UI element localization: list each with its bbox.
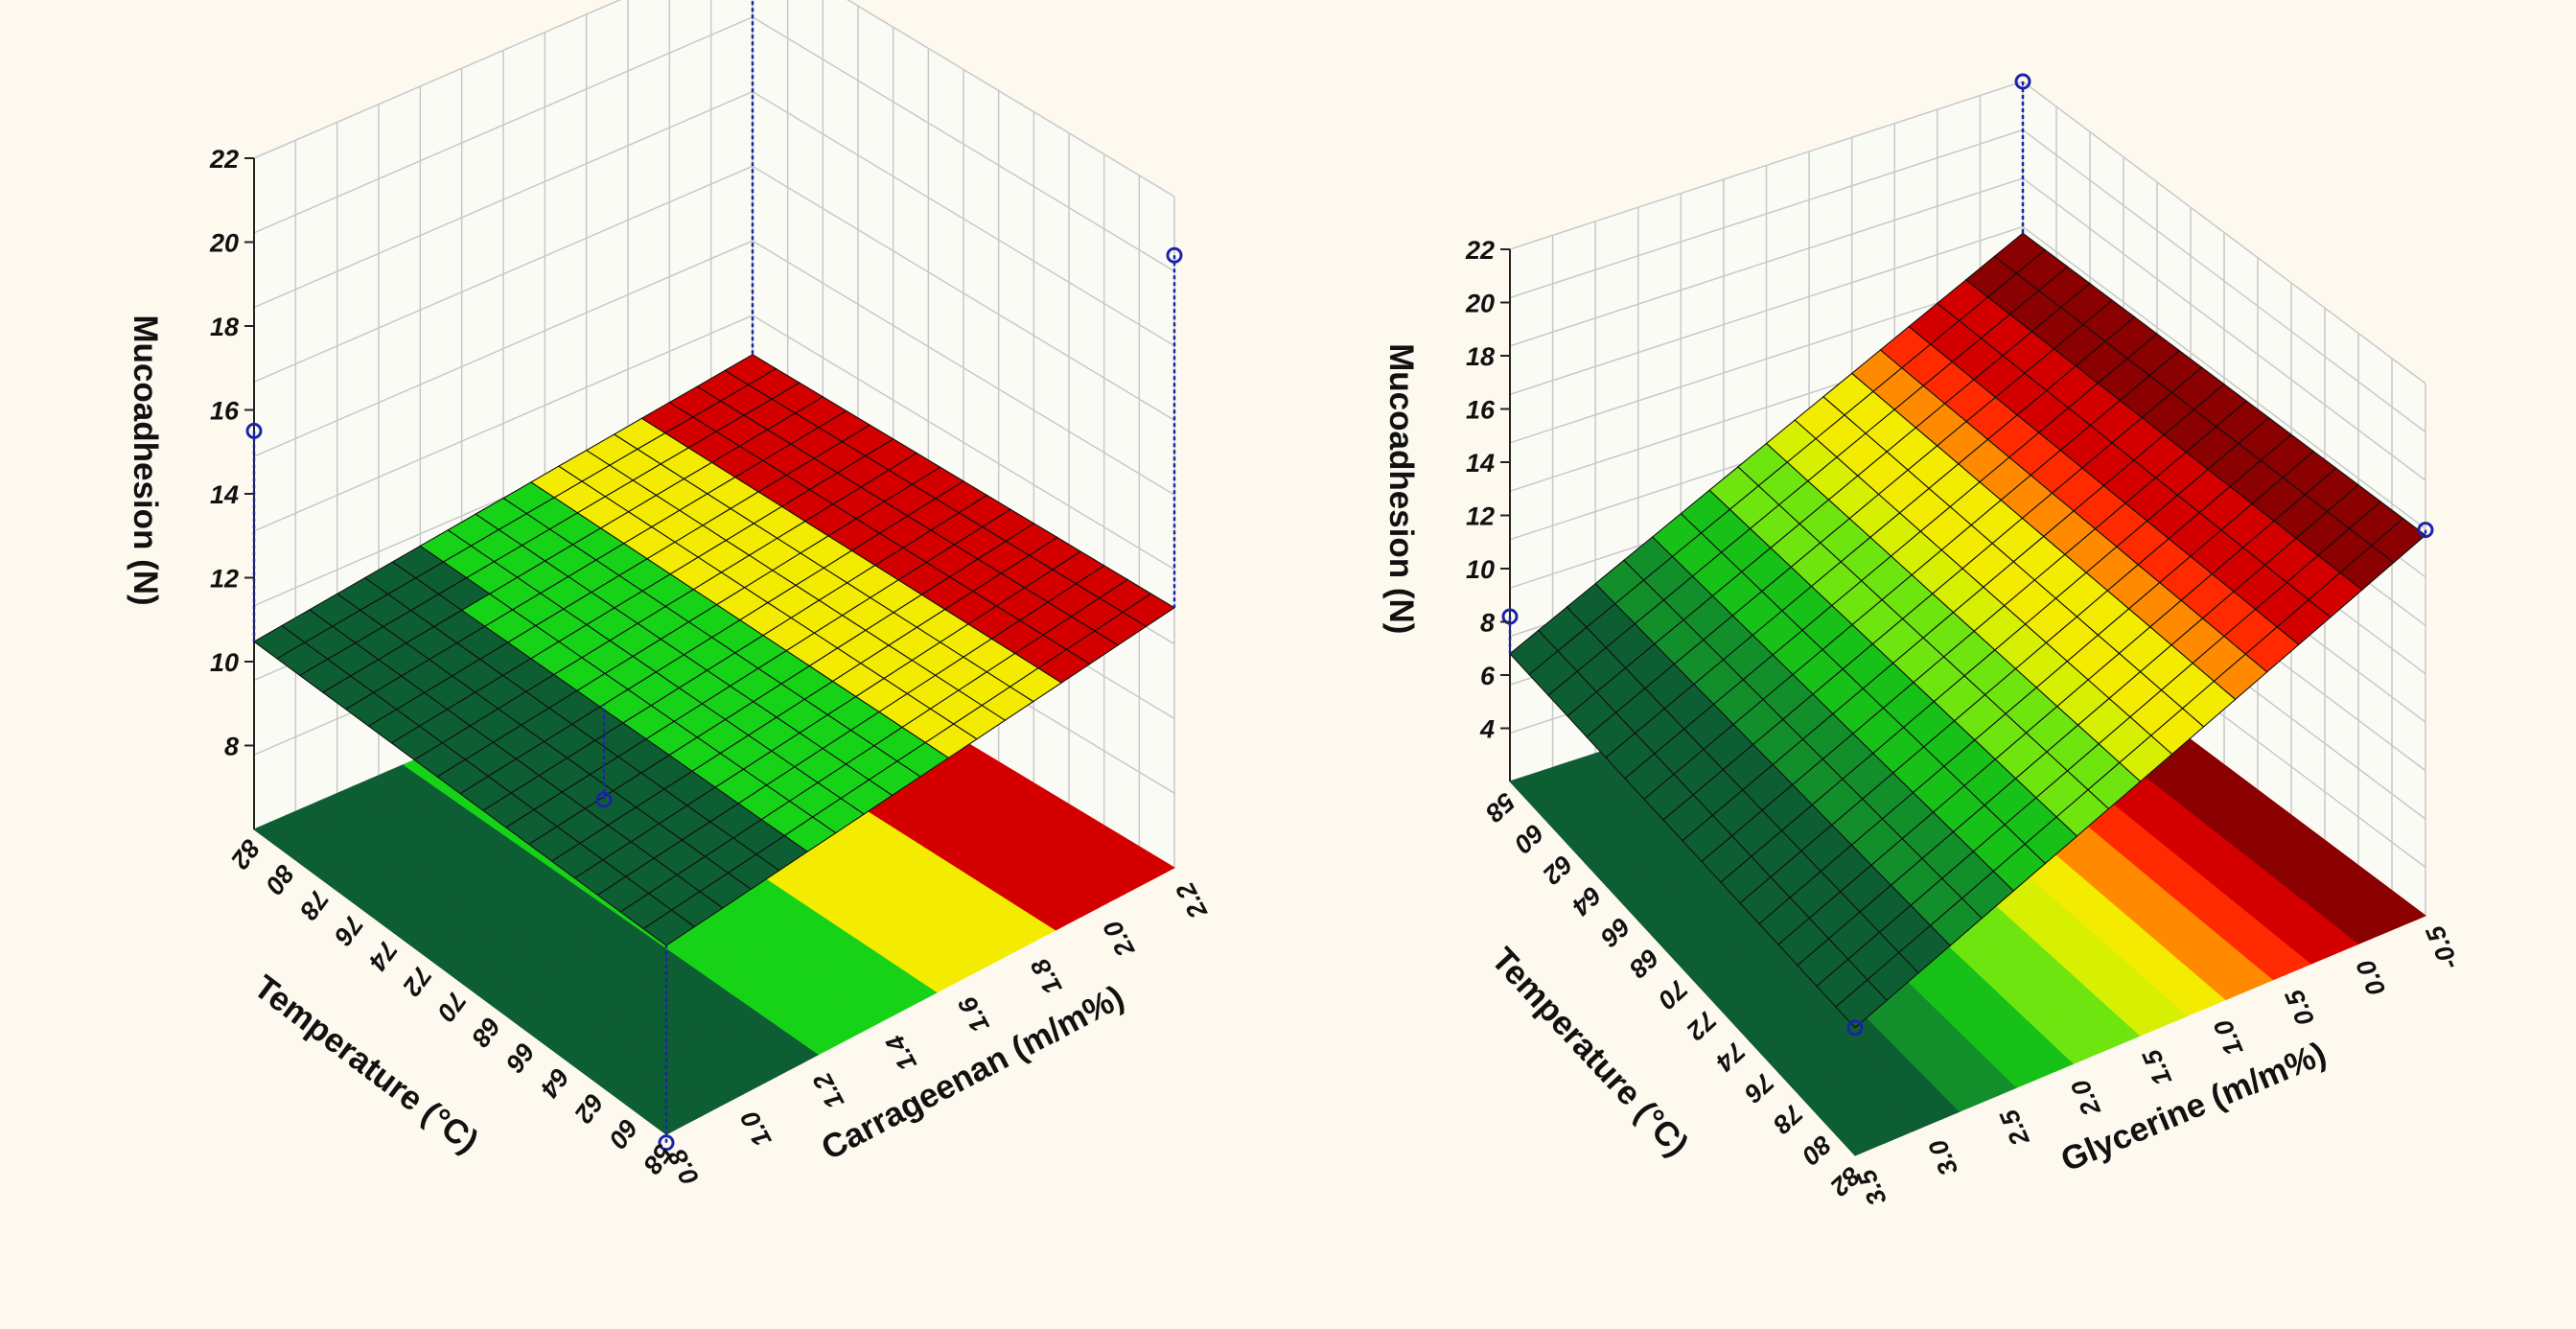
observed-point: [2417, 522, 2434, 539]
observed-points: [1501, 73, 2434, 1037]
observed-point: [658, 1134, 675, 1152]
observed-point: [1846, 1019, 1864, 1037]
z-tick-label: 6: [1480, 662, 1496, 690]
z-tick-label: 8: [1480, 609, 1495, 638]
z-tick-label: 18: [210, 313, 239, 341]
z-axis-title: Mucoadhesion (N): [1382, 343, 1420, 634]
z-tick-label: 14: [210, 480, 239, 509]
z-tick-label: 20: [209, 229, 239, 258]
z-tick-label: 10: [210, 648, 239, 677]
observed-point: [1166, 246, 1183, 264]
z-axis-ticks: 8 10 12 14 16 18 20 22: [209, 145, 254, 761]
surface-patch: [252, 624, 306, 660]
response-surface: [1509, 232, 2426, 1029]
observed-point: [2014, 73, 2031, 90]
z-tick-label: 12: [1466, 502, 1495, 531]
z-tick-label: 22: [209, 145, 239, 174]
observed-point: [245, 422, 263, 439]
response-surface: [252, 354, 1176, 946]
z-axis-title: Mucoadhesion (N): [127, 315, 164, 605]
observed-points: [245, 0, 1183, 1152]
z-tick-label: 8: [224, 733, 239, 761]
z-tick-label: 12: [210, 565, 239, 594]
z-tick-label: 18: [1466, 342, 1495, 371]
z-axis-ticks: 4 6 8 10 12 14 16 18 20 22: [1465, 236, 1510, 744]
z-tick-label: 16: [1466, 396, 1496, 425]
z-tick-label: 4: [1479, 715, 1495, 744]
z-tick-label: 10: [1466, 555, 1495, 584]
z-tick-label: 20: [1465, 290, 1495, 318]
surface-patch: [1835, 979, 1888, 1029]
observed-point: [595, 791, 613, 808]
z-tick-label: 16: [210, 397, 240, 426]
z-tick-label: 14: [1466, 449, 1495, 478]
observed-point: [1501, 608, 1519, 625]
z-tick-label: 22: [1465, 236, 1495, 265]
